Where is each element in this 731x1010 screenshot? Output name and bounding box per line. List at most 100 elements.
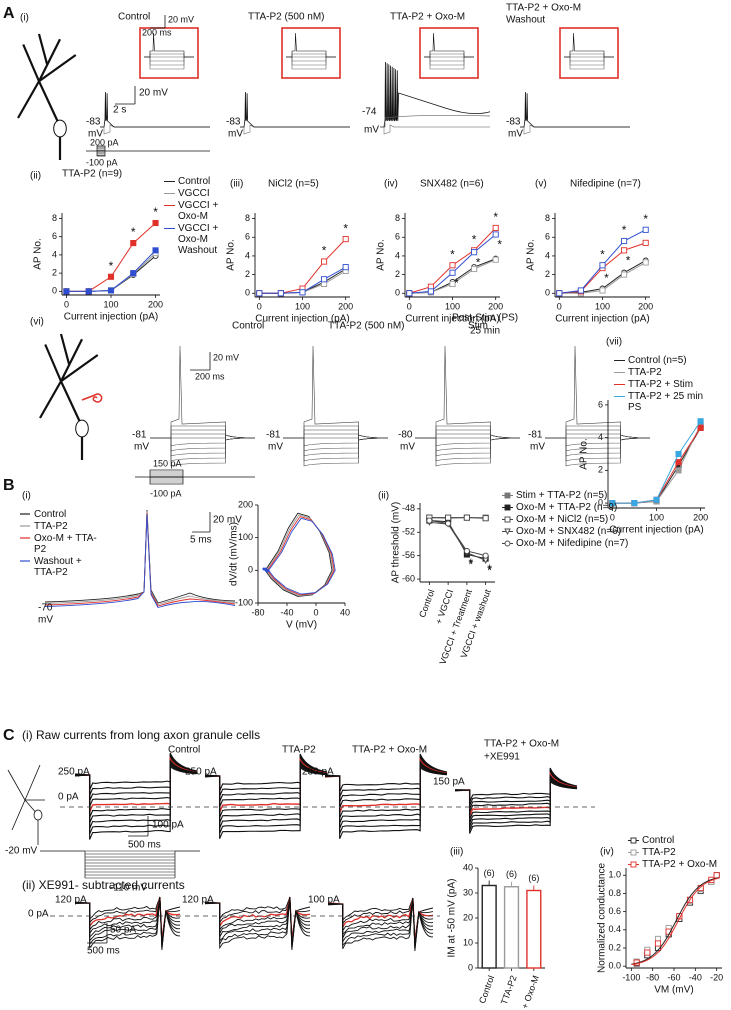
- significance-mark: *: [622, 223, 627, 237]
- current-trace: [327, 897, 434, 941]
- current-trace: [324, 764, 448, 834]
- current-trace: [74, 758, 198, 818]
- legend-entry: TTA-P2 + Oxo-M: [628, 859, 728, 870]
- panel-label: (iii): [450, 847, 463, 858]
- label: Washout: [506, 15, 545, 26]
- legend-label: TTA-P2: [34, 521, 68, 532]
- current-trace: [454, 770, 578, 810]
- y-tick-label: 0.0: [608, 961, 621, 971]
- point: [713, 872, 720, 879]
- significance-mark: *: [643, 212, 648, 226]
- legend-entry: Oxo-M + NiCl2 (n=5): [502, 514, 642, 525]
- legend-entry: Control: [164, 176, 228, 187]
- x-tick-label: 100: [649, 512, 664, 522]
- point: [63, 288, 70, 295]
- legend-swatch: [502, 504, 513, 511]
- significance-mark: *: [153, 205, 158, 219]
- current-trace: [74, 754, 198, 796]
- panel-label: (i): [22, 491, 31, 502]
- inset-box: [559, 27, 619, 79]
- inset-box: [419, 27, 479, 79]
- stim-label: -100 pA: [150, 488, 182, 498]
- point: [621, 247, 628, 254]
- significance-mark: *: [472, 233, 477, 247]
- inset-trace: [564, 53, 614, 58]
- current-trace: [74, 760, 198, 824]
- protocol-label: -20 mV: [5, 846, 38, 857]
- y-tick-label: 8: [245, 213, 250, 223]
- current-trace: [204, 896, 311, 949]
- voltage-trace: [380, 61, 491, 128]
- label: 25 min: [470, 326, 500, 337]
- current-trace: [204, 756, 328, 802]
- x-tick-label: 200: [693, 512, 708, 522]
- point: [449, 262, 456, 269]
- y-tick-label: 8: [545, 213, 550, 223]
- y-tick-label: 4: [52, 249, 57, 259]
- vm-label: -83: [86, 117, 101, 128]
- significance-mark: *: [604, 271, 609, 285]
- voltage-trace: [380, 114, 491, 128]
- x-tick-label: -20: [710, 972, 723, 982]
- inset-box: [281, 27, 341, 79]
- significance-mark: *: [626, 254, 631, 268]
- x-axis-label: VM (mV): [654, 985, 693, 996]
- x-tick-label: 100: [445, 301, 460, 311]
- voltage-trace: [283, 345, 389, 441]
- point: [492, 224, 499, 231]
- legend-swatch: [614, 360, 625, 361]
- point: [449, 269, 456, 276]
- scale-label: 20 mV: [168, 14, 194, 24]
- point: [482, 552, 489, 559]
- current-trace: [74, 896, 181, 940]
- neuron-drawing-soma: [75, 419, 89, 438]
- voltage-trace: [520, 91, 630, 128]
- voltage-trace: [415, 434, 521, 467]
- point: [445, 520, 452, 527]
- point: [642, 259, 649, 266]
- panel-letter: C: [3, 727, 15, 744]
- significance-mark: *: [343, 221, 348, 235]
- label: TTA-P2 + Oxo-M: [506, 3, 581, 14]
- label: Control: [118, 12, 150, 23]
- series-line: [429, 520, 486, 557]
- vm-label: mV: [228, 129, 243, 140]
- current-trace: [327, 897, 434, 952]
- y-tick-label: 2: [598, 465, 603, 475]
- y-tick-label: 0: [545, 288, 550, 298]
- legend: Control TTA-P2 Oxo-M + TTA-P2 Washout + TTA…: [20, 509, 100, 578]
- vm-label: mV: [88, 129, 103, 140]
- significance-mark: *: [493, 210, 498, 224]
- label: TTA-P2 (500 nM): [328, 321, 405, 332]
- voltage-trace: [380, 124, 490, 135]
- y-tick-label: 10: [463, 937, 473, 947]
- y-tick-label: 4: [245, 250, 250, 260]
- current-trace: [327, 897, 434, 944]
- legend-label: Stim + TTA-P2 (n=5): [516, 490, 608, 501]
- point: [630, 837, 637, 844]
- current-trace: [204, 896, 311, 951]
- series-line: [429, 521, 486, 561]
- voltage-trace: [240, 91, 350, 128]
- y-tick-label: 0.4: [608, 924, 621, 934]
- legend-swatch: [164, 205, 175, 206]
- y-axis-label: AP No.: [33, 238, 44, 270]
- level-label: 230 pA: [302, 767, 334, 778]
- point: [299, 289, 306, 296]
- y-tick-label: 0: [248, 565, 253, 575]
- fit-curve: [631, 877, 719, 965]
- panel-label: (v): [535, 179, 547, 190]
- legend-swatch: [502, 516, 513, 523]
- x-axis-label: V (mV): [286, 620, 317, 631]
- legend-entry: Control: [628, 835, 728, 846]
- vm-label: mV: [268, 442, 283, 453]
- panel-label: (ii) XE991- subtracted currents: [22, 878, 185, 892]
- x-tick-label: -100: [622, 972, 640, 982]
- legend-entry: Stim + TTA-P2 (n=5): [502, 490, 642, 501]
- voltage-trace: [520, 124, 630, 135]
- legend-entry: TTA-P2: [628, 847, 728, 858]
- current-trace: [324, 757, 448, 814]
- current-trace: [324, 762, 448, 829]
- label: TTA-P2 + Oxo-M: [484, 739, 559, 750]
